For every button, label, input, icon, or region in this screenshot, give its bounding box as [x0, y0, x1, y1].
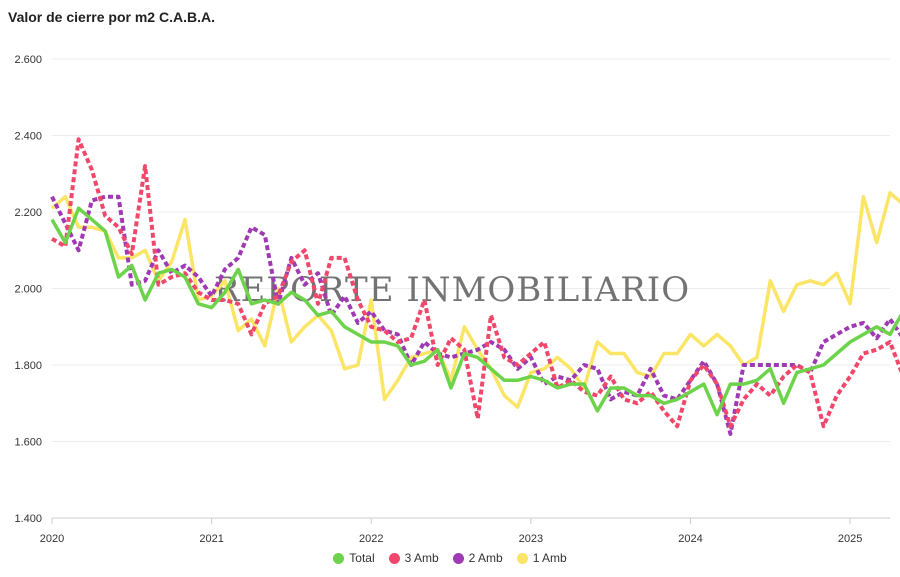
legend-item-total[interactable]: Total [333, 551, 375, 565]
legend-label: 2 Amb [468, 551, 503, 565]
x-tick-label: 2020 [40, 533, 64, 545]
legend-marker [452, 552, 464, 564]
y-tick-label: 1.400 [14, 513, 42, 525]
y-tick-label: 2.600 [14, 54, 42, 66]
legend-marker [516, 552, 528, 564]
legend-label: 3 Amb [404, 551, 439, 565]
legend-label: Total [349, 551, 375, 565]
legend-marker [333, 552, 345, 564]
x-tick-label: 2022 [359, 533, 383, 545]
legend-marker [388, 552, 400, 564]
chart-title: Valor de cierre por m2 C.A.B.A. [8, 9, 215, 25]
y-tick-label: 1.800 [14, 360, 42, 372]
x-tick-label: 2025 [838, 533, 862, 545]
y-tick-label: 2.200 [14, 207, 42, 219]
y-axis-ticks: 1.400 1.600 1.800 2.000 2.200 2.400 2.600 [14, 54, 42, 525]
y-tick-label: 2.000 [14, 284, 42, 296]
legend-label: 1 Amb [532, 551, 567, 565]
legend-item-2-amb[interactable]: 2 Amb [452, 551, 503, 565]
y-tick-label: 1.600 [14, 437, 42, 449]
series-line-2-amb [50, 194, 900, 436]
legend-item-1-amb[interactable]: 1 Amb [516, 551, 567, 565]
legend-item-3-amb[interactable]: 3 Amb [388, 551, 439, 565]
x-axis-ticks: 2020 2021 2022 2023 2024 2025 [40, 518, 862, 545]
x-tick-label: 2021 [199, 533, 223, 545]
y-tick-label: 2.400 [14, 131, 42, 143]
x-tick-label: 2024 [678, 533, 702, 545]
x-tick-label: 2023 [519, 533, 543, 545]
watermark-text: REPORTE INMOBILIARIO [214, 270, 690, 310]
series-lines [50, 137, 900, 436]
legend: Total 3 Amb 2 Amb 1 Amb [0, 551, 900, 565]
series-line-total [50, 206, 900, 417]
